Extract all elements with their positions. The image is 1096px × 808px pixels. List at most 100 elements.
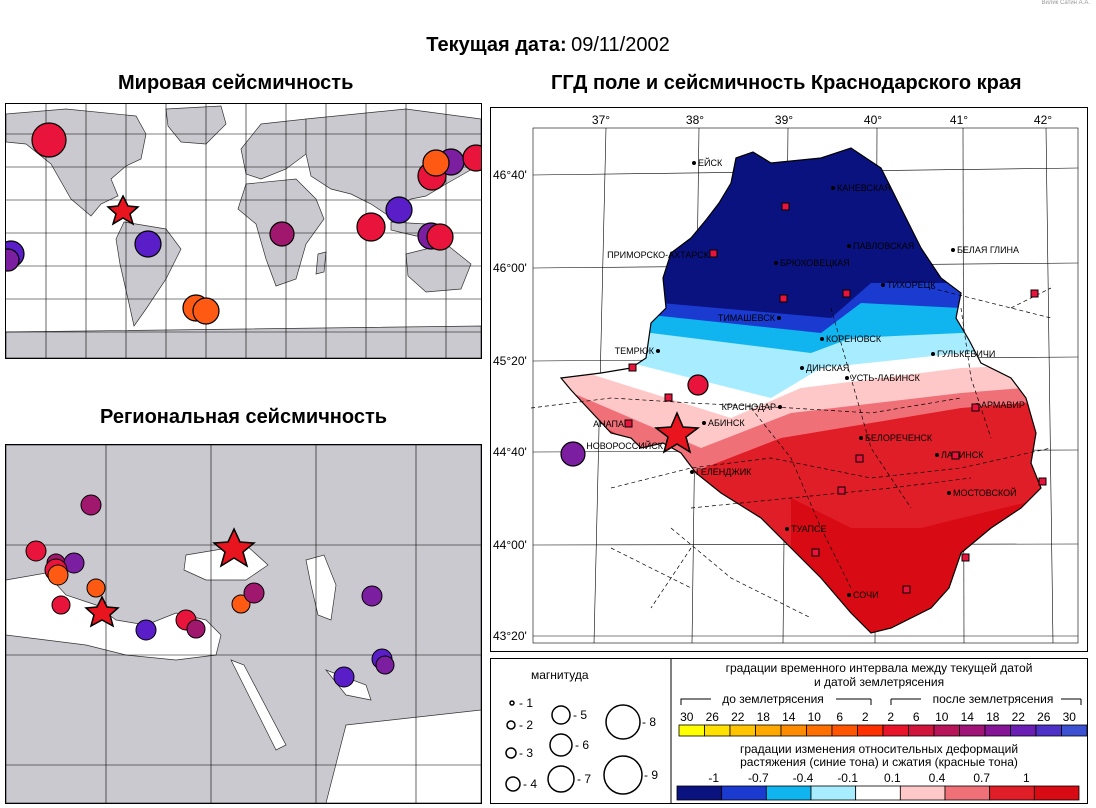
deform-swatch: [855, 785, 901, 801]
city-label: ТУАПСЕ: [791, 524, 827, 534]
time-tick: 18: [757, 710, 771, 724]
krasnodar-map: 37° 38° 39° 40° 41° 42° 46°40' 46°00' 45…: [490, 107, 1088, 652]
regional-event: [135, 619, 157, 641]
lon-label: 41°: [950, 113, 968, 127]
lon-label: 40°: [864, 113, 882, 127]
time-tick: 26: [706, 710, 720, 724]
regional-graticule: [6, 445, 481, 803]
time-swatch: [908, 724, 935, 737]
magnitude-label: - 4: [523, 777, 537, 791]
world-event: [269, 221, 295, 247]
world-event: [462, 144, 481, 172]
magnitude-label: - 5: [573, 708, 587, 722]
city-label: МОСТОВСКОЙ: [953, 487, 1017, 498]
deform-tick: -1: [708, 771, 719, 785]
station-marker: [961, 553, 970, 562]
deform-swatch: [1033, 785, 1080, 801]
regional-event: [361, 585, 383, 607]
deformation-field: [561, 148, 1041, 633]
magnitude-circle: [506, 720, 516, 730]
world-event: [385, 196, 413, 224]
regional-landmass: [6, 445, 481, 803]
city-label: АБИНСК: [708, 418, 745, 428]
station-marker: [842, 289, 851, 298]
time-swatch: [882, 724, 909, 737]
magnitude-label: - 8: [642, 715, 656, 729]
time-tick: 22: [1012, 710, 1026, 724]
city-dot: [774, 261, 778, 265]
station-marker: [628, 363, 637, 372]
magnitude-circle: [505, 776, 521, 792]
regional-seas: [6, 544, 481, 803]
city-dot: [777, 316, 781, 320]
time-swatch: [959, 724, 986, 737]
magnitude-circles: [505, 700, 643, 795]
city-labels: ЕЙСК КАНЕВСКАЯ ПАВЛОВСКАЯ БЕЛАЯ ГЛИНА ПРИМОР…: [586, 157, 1025, 600]
city-label: КРАСНОДАР: [722, 402, 776, 412]
time-color-scale: [678, 724, 1087, 737]
time-swatch: [984, 724, 1011, 737]
city-label: ЕЙСК: [698, 157, 723, 168]
city-dot: [778, 405, 782, 409]
regional-map: [5, 444, 482, 804]
station-marker: [811, 548, 820, 557]
time-swatch: [831, 724, 858, 737]
time-swatch: [933, 724, 960, 737]
magnitude-circle: [547, 765, 575, 793]
krasnodar-lat-labels: 46°40' 46°00' 45°20' 44°40' 44°00' 43°20…: [493, 168, 527, 643]
city-label: БРЮХОВЕЦКАЯ: [780, 258, 850, 268]
magnitude-label: - 2: [519, 718, 533, 732]
time-tick-labels: 30 26 22 18 14 10 6 2 2 6 10 14 18 22 26 30: [680, 710, 1076, 724]
station-marker: [1030, 289, 1039, 298]
time-swatch: [704, 724, 731, 737]
lon-label: 42°: [1034, 113, 1052, 127]
regional-event: [186, 619, 206, 639]
magnitude-label: - 7: [577, 772, 591, 786]
magnitude-label: - 9: [644, 768, 658, 782]
time-title-1: градации временного интервала между теку…: [726, 661, 1033, 675]
deform-swatch: [721, 785, 767, 801]
regional-event: [80, 494, 102, 516]
world-event: [6, 248, 20, 272]
lat-label: 45°20': [493, 354, 527, 368]
deform-tick: 0.7: [973, 771, 990, 785]
lat-label: 43°20': [493, 629, 527, 643]
current-date-label: Текущая дата:: [426, 34, 567, 56]
gas-stations: [624, 202, 1047, 594]
legend-panel: магнитуда - 1 - 2 - 3 - 4 - 5 - 6 - 7 - …: [490, 658, 1088, 804]
magnitude-circle: [509, 700, 515, 706]
city-label: ТЕМРЮК: [615, 346, 655, 356]
station-marker: [902, 585, 911, 594]
current-date-value: 09/11/2002: [571, 34, 670, 56]
deform-swatch: [989, 785, 1035, 801]
city-label: ПРИМОРСКО-АХТАРСК: [607, 250, 710, 260]
city-dot: [820, 337, 824, 341]
city-dot: [702, 421, 706, 425]
city-dot: [656, 349, 660, 353]
current-event-star: [653, 411, 701, 454]
city-dot: [951, 248, 955, 252]
magnitude-title: магнитуда: [531, 668, 589, 682]
legend-canvas: магнитуда - 1 - 2 - 3 - 4 - 5 - 6 - 7 - …: [505, 659, 1087, 803]
regional-star-greece: [84, 595, 120, 628]
deform-tick-labels: -1 -0.7 -0.4 -0.1 0.1 0.4 0.7 1: [708, 771, 1030, 785]
city-dot: [935, 453, 939, 457]
city-label: НОВОРОССИЙСК: [586, 440, 663, 451]
regional-event: [243, 582, 265, 604]
deform-swatch: [899, 785, 946, 801]
station-marker: [837, 486, 846, 495]
city-dot: [947, 491, 951, 495]
magnitude-label: - 3: [519, 746, 533, 760]
krasnodar-event: [687, 374, 709, 396]
lon-label: 38°: [686, 113, 704, 127]
deform-swatch: [765, 785, 812, 801]
krasnodar-map-title: ГГД поле и сейсмичность Краснодарского к…: [551, 72, 1022, 94]
world-event: [31, 122, 67, 158]
city-dot: [847, 593, 851, 597]
city-label: ГУЛЬКЕВИЧИ: [937, 349, 995, 359]
time-before-label: до землетрясения: [722, 692, 824, 706]
world-map-title: Мировая сейсмичность: [118, 72, 354, 94]
world-event: [192, 297, 220, 325]
world-event: [356, 212, 386, 242]
time-swatch: [1035, 724, 1062, 737]
